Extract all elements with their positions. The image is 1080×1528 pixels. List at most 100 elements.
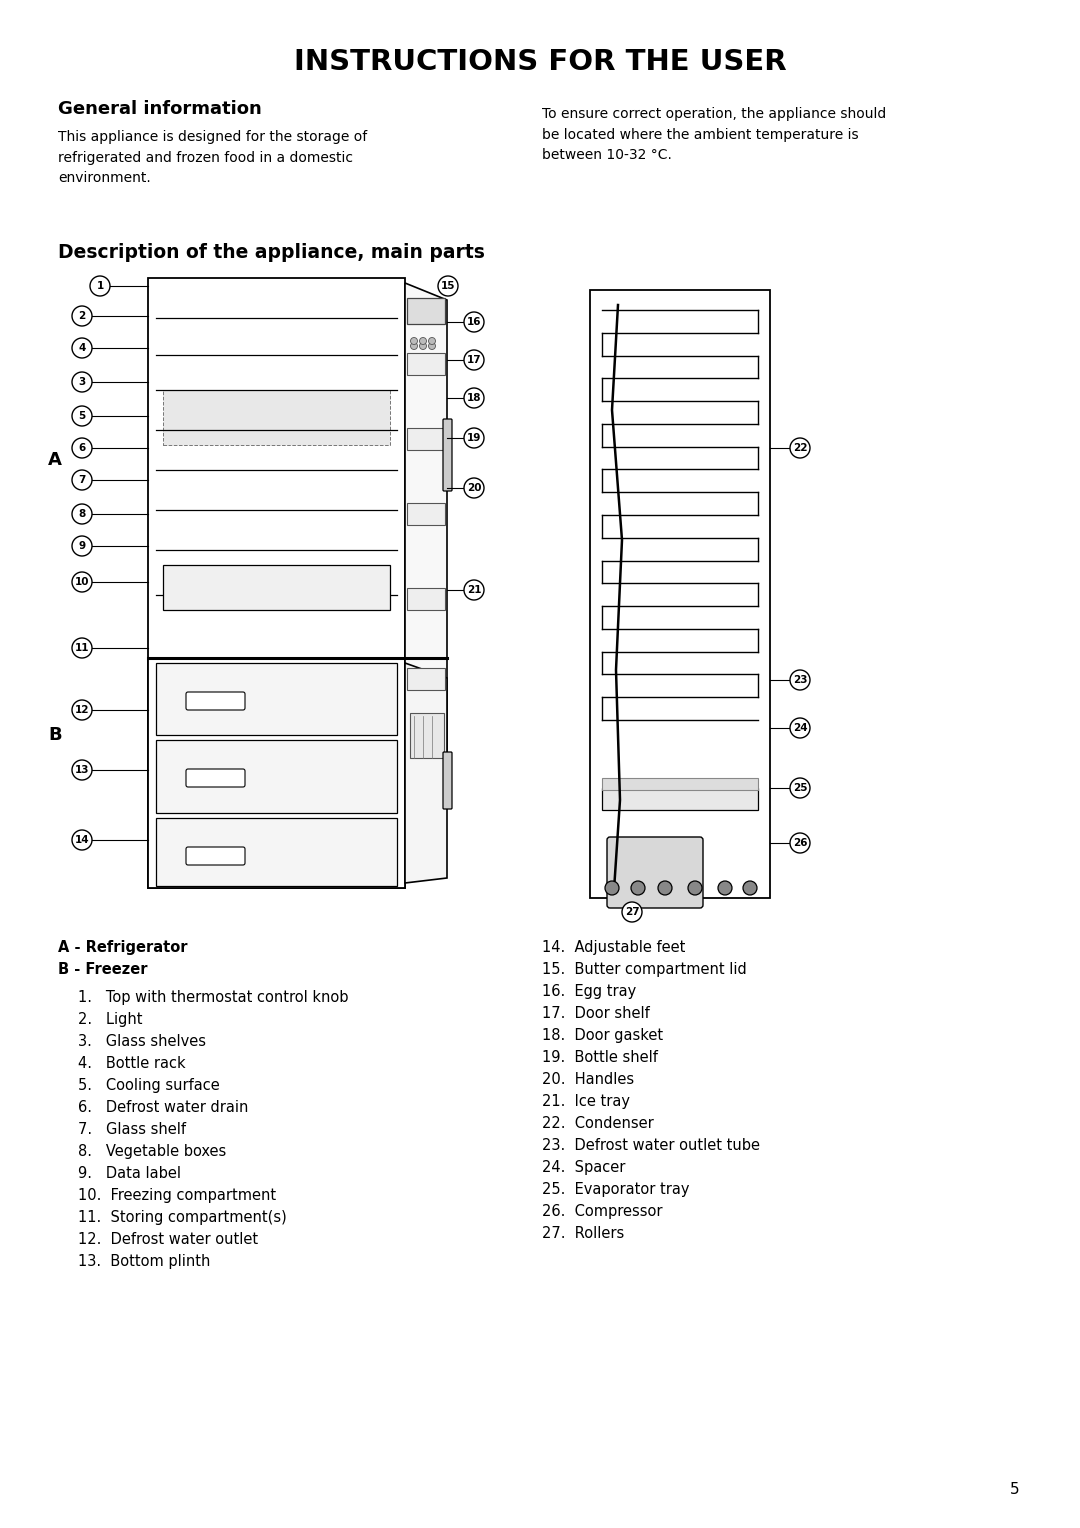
Bar: [602, 778, 758, 790]
FancyBboxPatch shape: [443, 419, 453, 490]
Circle shape: [789, 778, 810, 798]
Bar: [163, 390, 390, 445]
Text: B - Freezer: B - Freezer: [58, 963, 148, 976]
Text: 15.  Butter compartment lid: 15. Butter compartment lid: [542, 963, 746, 976]
Text: General information: General information: [58, 99, 261, 118]
Text: 21.  Ice tray: 21. Ice tray: [542, 1094, 630, 1109]
Text: 7: 7: [79, 475, 85, 484]
Bar: [407, 668, 445, 691]
Text: 5: 5: [1010, 1482, 1020, 1497]
Circle shape: [72, 471, 92, 490]
Circle shape: [419, 338, 427, 344]
Text: 26.  Compressor: 26. Compressor: [542, 1204, 662, 1219]
Circle shape: [789, 439, 810, 458]
Circle shape: [429, 342, 435, 350]
Text: 23.  Defrost water outlet tube: 23. Defrost water outlet tube: [542, 1138, 760, 1154]
Text: 1.   Top with thermostat control knob: 1. Top with thermostat control knob: [78, 990, 349, 1005]
Bar: [156, 817, 397, 886]
Circle shape: [464, 388, 484, 408]
Text: B: B: [49, 726, 62, 744]
Text: 10.  Freezing compartment: 10. Freezing compartment: [78, 1187, 276, 1203]
Text: 4: 4: [79, 342, 85, 353]
Text: 18.  Door gasket: 18. Door gasket: [542, 1028, 663, 1044]
Bar: [590, 290, 770, 898]
Circle shape: [72, 504, 92, 524]
Text: 16.  Egg tray: 16. Egg tray: [542, 984, 636, 999]
Circle shape: [718, 882, 732, 895]
FancyBboxPatch shape: [186, 769, 245, 787]
Text: 15: 15: [441, 281, 456, 290]
Text: 1: 1: [96, 281, 104, 290]
Circle shape: [743, 882, 757, 895]
FancyBboxPatch shape: [186, 847, 245, 865]
Circle shape: [72, 759, 92, 779]
Circle shape: [464, 581, 484, 601]
Circle shape: [464, 350, 484, 370]
Circle shape: [72, 338, 92, 358]
Text: 4.   Bottle rack: 4. Bottle rack: [78, 1056, 186, 1071]
Text: INSTRUCTIONS FOR THE USER: INSTRUCTIONS FOR THE USER: [294, 47, 786, 76]
Text: 20: 20: [467, 483, 482, 494]
Circle shape: [658, 882, 672, 895]
Polygon shape: [405, 283, 447, 788]
Text: This appliance is designed for the storage of
refrigerated and frozen food in a : This appliance is designed for the stora…: [58, 130, 367, 185]
FancyBboxPatch shape: [186, 692, 245, 711]
Circle shape: [72, 371, 92, 393]
Text: 14: 14: [75, 834, 90, 845]
Text: 24: 24: [793, 723, 808, 733]
Text: 25: 25: [793, 782, 807, 793]
Text: 21: 21: [467, 585, 482, 594]
Text: 24.  Spacer: 24. Spacer: [542, 1160, 625, 1175]
Text: 19.  Bottle shelf: 19. Bottle shelf: [542, 1050, 658, 1065]
Circle shape: [72, 406, 92, 426]
Text: 7.   Glass shelf: 7. Glass shelf: [78, 1122, 186, 1137]
Circle shape: [72, 700, 92, 720]
Circle shape: [438, 277, 458, 296]
Text: 14.  Adjustable feet: 14. Adjustable feet: [542, 940, 686, 955]
Circle shape: [622, 902, 642, 921]
Text: 26: 26: [793, 837, 807, 848]
Circle shape: [464, 428, 484, 448]
Text: 2: 2: [79, 312, 85, 321]
Bar: [407, 298, 445, 324]
Text: 20.  Handles: 20. Handles: [542, 1073, 634, 1086]
Circle shape: [464, 478, 484, 498]
Text: 16: 16: [467, 316, 482, 327]
Circle shape: [789, 669, 810, 691]
Circle shape: [72, 306, 92, 325]
Text: 13.  Bottom plinth: 13. Bottom plinth: [78, 1254, 211, 1268]
Text: 6.   Defrost water drain: 6. Defrost water drain: [78, 1100, 248, 1115]
Text: 17.  Door shelf: 17. Door shelf: [542, 1005, 650, 1021]
Bar: [163, 565, 390, 610]
Circle shape: [72, 439, 92, 458]
Text: 3: 3: [79, 377, 85, 387]
Bar: [156, 740, 397, 813]
Text: 11: 11: [75, 643, 90, 652]
Text: 8.   Vegetable boxes: 8. Vegetable boxes: [78, 1144, 226, 1160]
Bar: [407, 588, 445, 610]
Circle shape: [410, 338, 418, 344]
Circle shape: [72, 536, 92, 556]
Bar: [148, 659, 405, 888]
Text: A - Refrigerator: A - Refrigerator: [58, 940, 188, 955]
Text: 12: 12: [75, 704, 90, 715]
Text: 8: 8: [79, 509, 85, 520]
Text: 13: 13: [75, 766, 90, 775]
Circle shape: [72, 830, 92, 850]
Circle shape: [72, 571, 92, 591]
Bar: [148, 278, 405, 888]
Circle shape: [605, 882, 619, 895]
Bar: [602, 788, 758, 810]
Circle shape: [789, 833, 810, 853]
Text: 22.  Condenser: 22. Condenser: [542, 1115, 653, 1131]
Bar: [410, 714, 444, 758]
Text: A: A: [49, 451, 62, 469]
Text: 9.   Data label: 9. Data label: [78, 1166, 181, 1181]
Text: 9: 9: [79, 541, 85, 552]
Text: 27.  Rollers: 27. Rollers: [542, 1225, 624, 1241]
Circle shape: [789, 718, 810, 738]
Text: 19: 19: [467, 432, 482, 443]
Text: 6: 6: [79, 443, 85, 452]
Circle shape: [72, 639, 92, 659]
Text: 22: 22: [793, 443, 807, 452]
